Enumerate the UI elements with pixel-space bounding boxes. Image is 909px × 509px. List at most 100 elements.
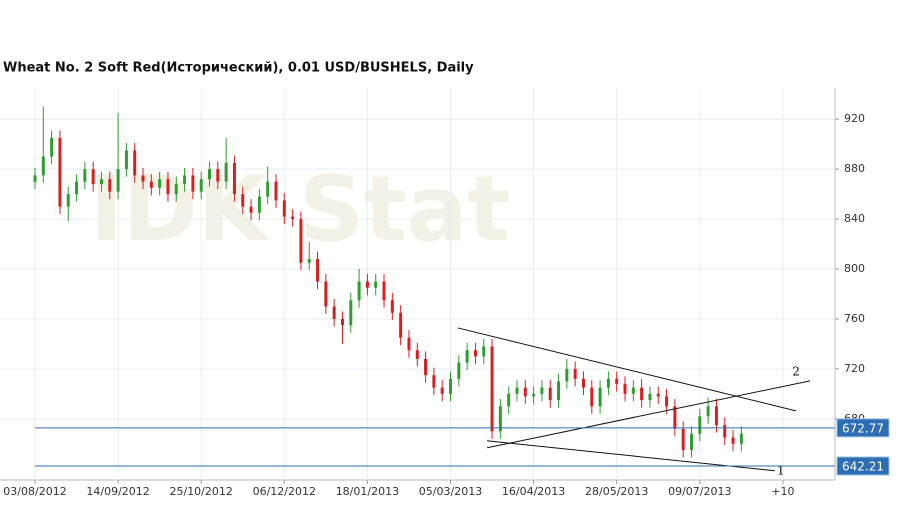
x-tick-label: 05/03/2013 xyxy=(419,485,482,498)
candle-body xyxy=(174,184,178,195)
candle-body xyxy=(208,169,212,180)
candle-body xyxy=(124,150,128,170)
candle-body xyxy=(224,162,228,182)
x-tick-label: 25/10/2012 xyxy=(169,485,232,498)
candle-body xyxy=(498,406,502,432)
candle-body xyxy=(249,206,253,213)
candle-body xyxy=(440,387,444,394)
candle-body xyxy=(665,396,669,407)
candle-body xyxy=(382,281,386,301)
candle-body xyxy=(324,281,328,307)
candle-body xyxy=(257,196,261,213)
candle-body xyxy=(432,375,436,388)
candle-body xyxy=(50,137,54,157)
candle-body xyxy=(83,169,87,182)
x-tick-label: 06/12/2012 xyxy=(253,485,316,498)
candle-body xyxy=(623,383,627,394)
candle-body xyxy=(415,350,419,359)
candle-body xyxy=(482,346,486,357)
y-tick-label: 720 xyxy=(844,362,865,375)
x-tick-label: 03/08/2012 xyxy=(3,485,66,498)
candle-body xyxy=(307,259,311,263)
y-tick-label: 920 xyxy=(844,112,865,125)
candle-body xyxy=(399,312,403,338)
candle-body xyxy=(689,433,693,451)
candle-body xyxy=(374,281,378,288)
y-tick-label: 880 xyxy=(844,162,865,175)
candle-body xyxy=(232,162,236,195)
candle-body xyxy=(581,378,585,388)
candle-body xyxy=(141,175,145,182)
candle-body xyxy=(66,194,70,207)
trend-line xyxy=(457,327,797,412)
candle-body xyxy=(116,169,120,192)
candle-body xyxy=(199,179,203,192)
candle-body xyxy=(565,368,569,382)
candle-body xyxy=(390,300,394,313)
candle-body xyxy=(33,175,37,182)
candle-body xyxy=(183,175,187,185)
candle-body xyxy=(606,378,610,388)
y-tick-label: 800 xyxy=(844,262,865,275)
candle-body xyxy=(598,387,602,407)
candle-body xyxy=(681,428,685,451)
level-label: 642.21 xyxy=(842,460,884,474)
candle-body xyxy=(340,318,344,326)
candle-body xyxy=(523,387,527,397)
x-tick-label: 14/09/2012 xyxy=(86,485,149,498)
candle-body xyxy=(473,350,477,357)
candle-body xyxy=(706,406,710,417)
candle-body xyxy=(739,433,743,444)
candle-body xyxy=(573,368,577,379)
trend-label: 1 xyxy=(777,463,785,477)
candle-body xyxy=(158,179,162,188)
candle-body xyxy=(615,378,619,384)
candle-body xyxy=(108,179,112,192)
candle-body xyxy=(291,216,295,220)
candle-body xyxy=(365,281,369,288)
candle-body xyxy=(58,137,62,207)
candle-body xyxy=(241,194,245,207)
candle-body xyxy=(266,181,270,197)
candle-body xyxy=(631,387,635,394)
level-label: 672.77 xyxy=(842,421,884,435)
candle-body xyxy=(424,358,428,376)
candle-body xyxy=(640,387,644,401)
candle-body xyxy=(75,181,79,195)
candle-body xyxy=(698,416,702,434)
candle-body xyxy=(449,378,453,394)
candle-body xyxy=(515,387,519,394)
candle-body xyxy=(349,300,353,326)
candle-body xyxy=(216,169,220,182)
candle-body xyxy=(714,406,718,426)
x-tick-label: +10 xyxy=(771,485,794,498)
candle-body xyxy=(507,393,511,407)
candle-body xyxy=(91,169,95,185)
candle-body xyxy=(548,387,552,401)
trend-line xyxy=(486,380,811,449)
candle-body xyxy=(723,425,727,438)
candle-body xyxy=(590,387,594,407)
candle-body xyxy=(673,406,677,429)
candle-body xyxy=(457,362,461,379)
level-box xyxy=(836,418,890,438)
candle-body xyxy=(316,259,320,282)
y-tick-label: 760 xyxy=(844,312,865,325)
y-tick-label: 840 xyxy=(844,212,865,225)
candle-body xyxy=(540,387,544,394)
x-tick-label: 16/04/2013 xyxy=(502,485,565,498)
candle-body xyxy=(99,179,103,185)
candle-body xyxy=(731,437,735,444)
candle-body xyxy=(332,306,336,319)
trend-label: 2 xyxy=(792,364,800,378)
x-tick-label: 18/01/2013 xyxy=(336,485,399,498)
level-box xyxy=(836,456,890,476)
candle-body xyxy=(166,179,170,195)
candle-body xyxy=(490,346,494,432)
x-tick-label: 28/05/2013 xyxy=(585,485,648,498)
candle-body xyxy=(41,156,45,176)
candle-body xyxy=(149,181,153,188)
candle-body xyxy=(648,393,652,401)
candle-body xyxy=(407,337,411,351)
chart-title: Wheat No. 2 Soft Red(Исторический), 0.01… xyxy=(3,61,474,76)
